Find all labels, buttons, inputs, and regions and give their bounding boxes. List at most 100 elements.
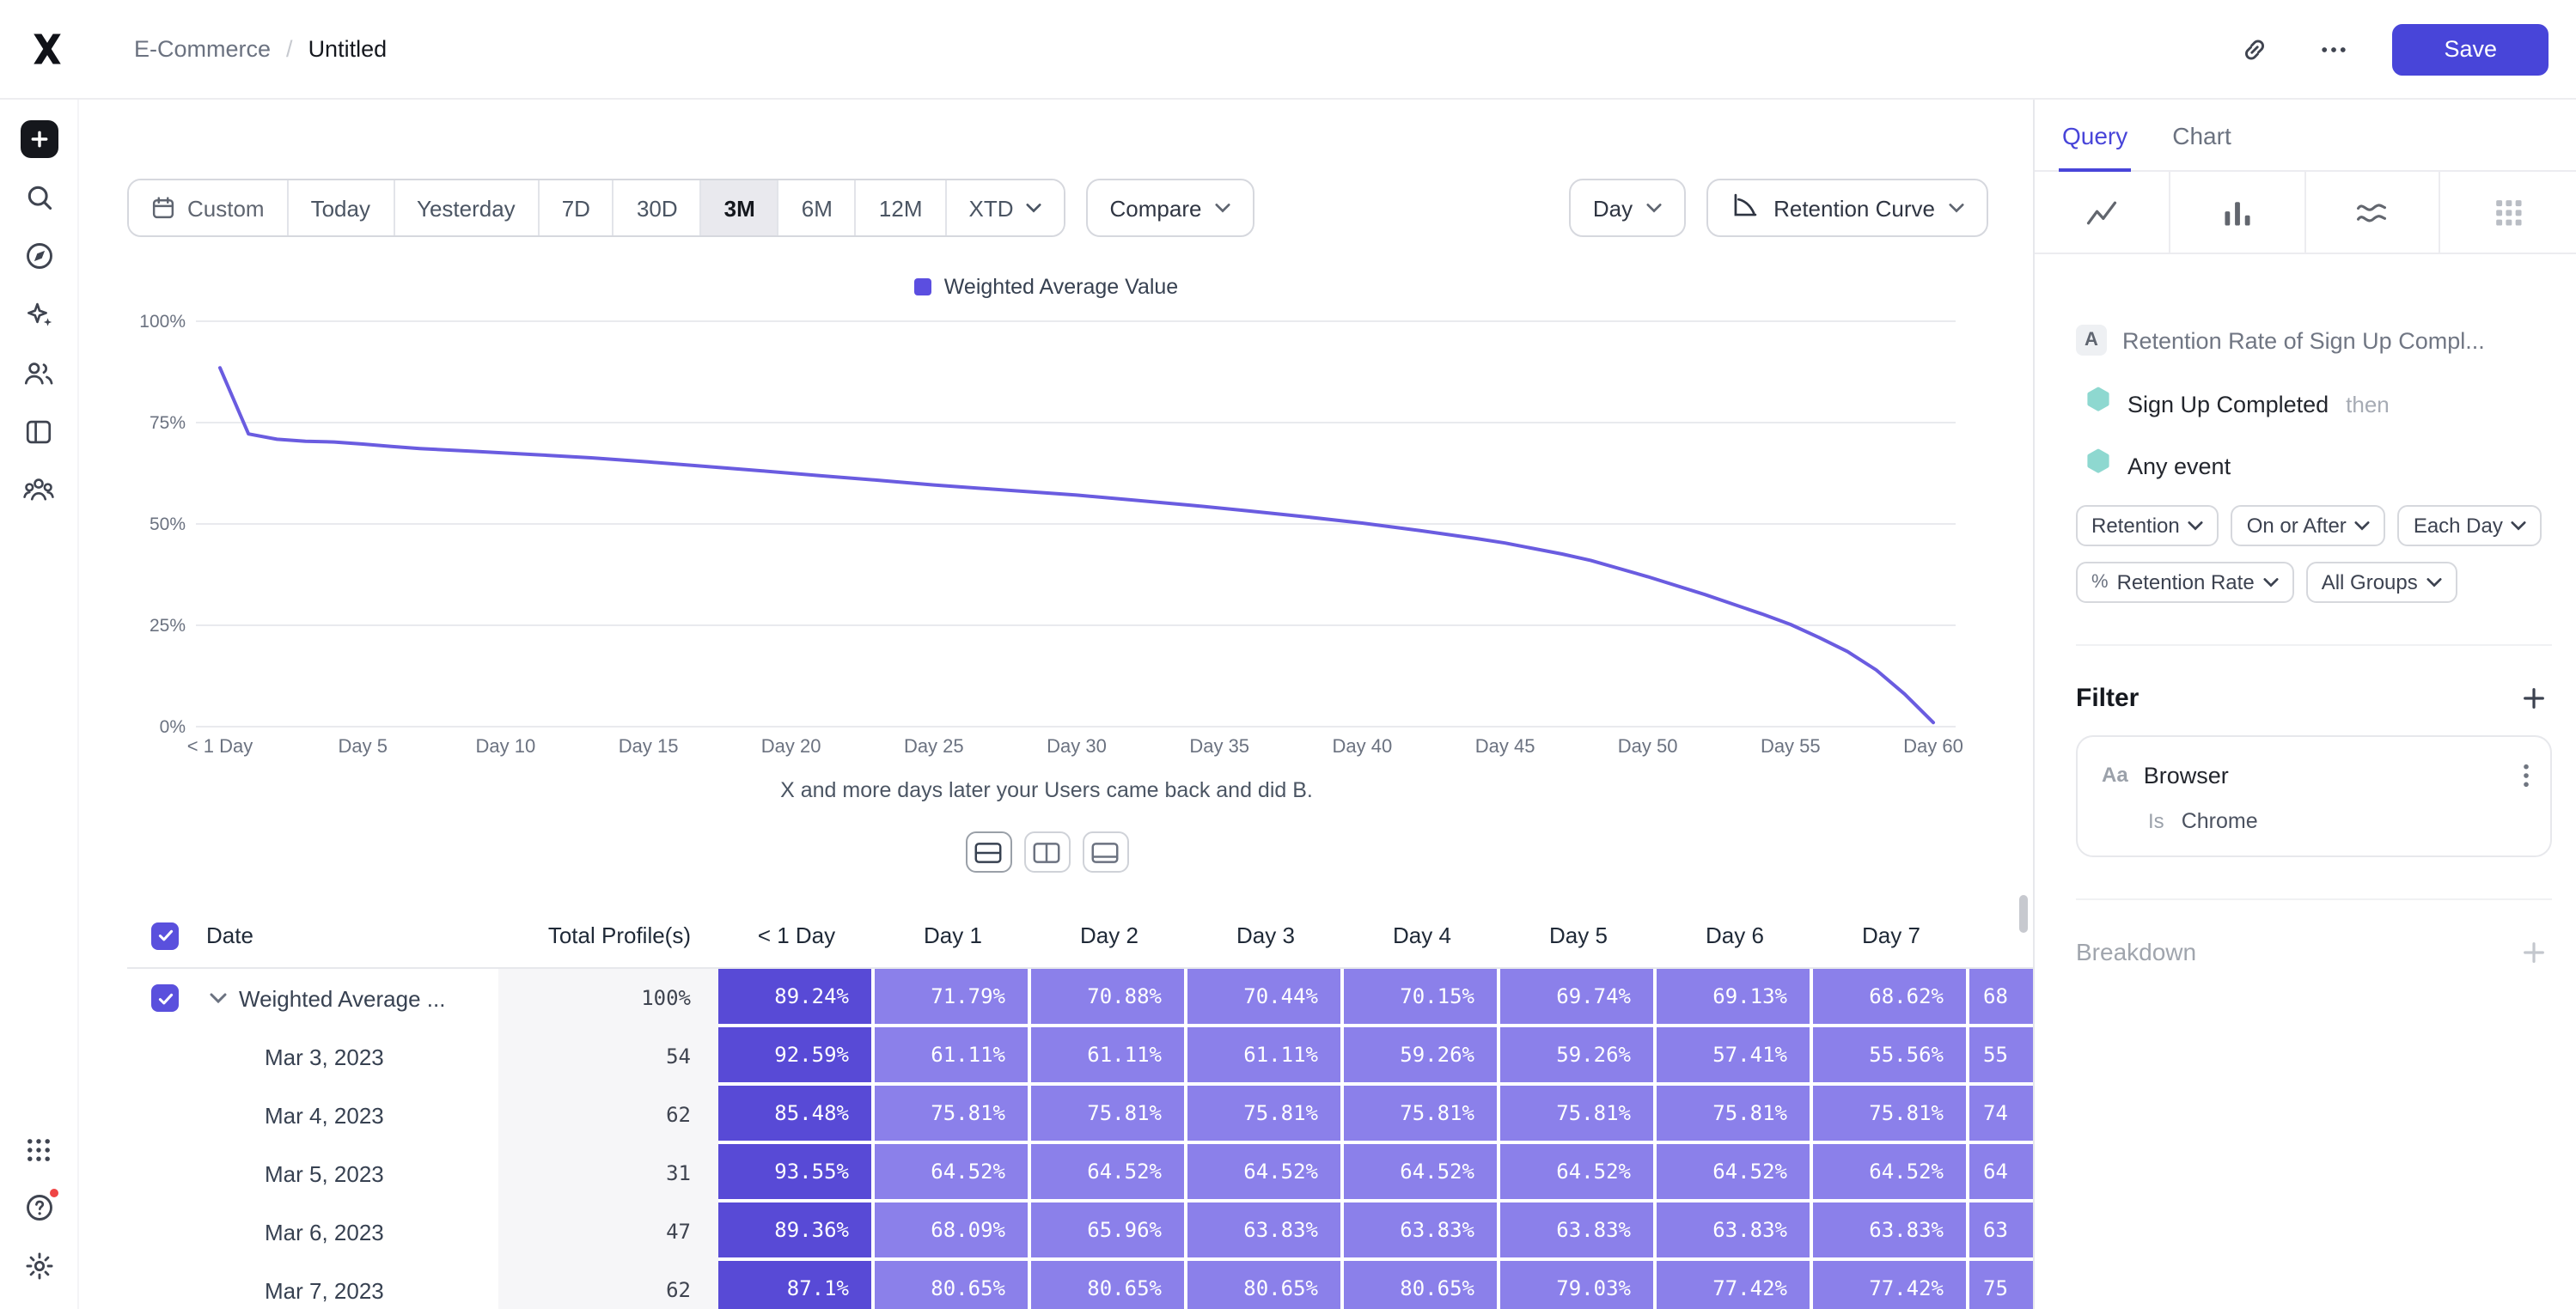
- retention-value-cell[interactable]: 59.26%: [1500, 1027, 1657, 1086]
- dropdown-on-or-after[interactable]: On or After: [2231, 505, 2386, 546]
- help-icon[interactable]: [0, 1182, 78, 1233]
- range-today[interactable]: Today: [286, 180, 393, 235]
- search-icon[interactable]: [0, 172, 78, 223]
- column-header-date[interactable]: Date: [206, 922, 253, 948]
- share-link-icon[interactable]: [2234, 28, 2275, 70]
- retention-value-cell[interactable]: 64.52%: [1187, 1144, 1344, 1202]
- stream-chart-icon[interactable]: [2305, 172, 2441, 253]
- retention-value-cell[interactable]: 75.81%: [1657, 1086, 1813, 1144]
- retention-value-cell[interactable]: 61.11%: [875, 1027, 1031, 1086]
- granularity-dropdown[interactable]: Day: [1568, 179, 1687, 237]
- range-12m[interactable]: 12M: [854, 180, 945, 235]
- create-new-button[interactable]: [0, 113, 78, 165]
- retention-value-cell[interactable]: 63.83%: [1187, 1202, 1344, 1261]
- column-header-day[interactable]: Day 6: [1706, 922, 1764, 948]
- bar-chart-icon[interactable]: [2170, 172, 2305, 253]
- more-options-icon[interactable]: [2313, 28, 2354, 70]
- retention-value-cell[interactable]: 64.52%: [1813, 1144, 1969, 1202]
- tab-query[interactable]: Query: [2058, 100, 2132, 172]
- filter-menu-icon[interactable]: [2523, 762, 2530, 788]
- view-type-dropdown[interactable]: Retention Curve: [1706, 179, 1988, 237]
- retention-value-cell[interactable]: 64.52%: [875, 1144, 1031, 1202]
- retention-value-cell[interactable]: 69.13%: [1657, 969, 1813, 1027]
- column-header-day[interactable]: Day 5: [1549, 922, 1608, 948]
- more-chart-types-icon[interactable]: [2441, 172, 2576, 253]
- cohorts-icon[interactable]: [0, 464, 78, 515]
- breadcrumb-project[interactable]: E-Commerce: [134, 36, 272, 62]
- retention-value-cell[interactable]: 64.52%: [1031, 1144, 1187, 1202]
- column-header-day[interactable]: Day 2: [1080, 922, 1138, 948]
- retention-value-cell[interactable]: 80.65%: [1187, 1261, 1344, 1309]
- retention-value-cell[interactable]: 75: [1969, 1261, 2033, 1309]
- save-button[interactable]: Save: [2392, 23, 2549, 75]
- retention-value-cell[interactable]: 63.83%: [1500, 1202, 1657, 1261]
- split-bottom-toggle-icon[interactable]: [1082, 831, 1128, 873]
- retention-value-cell[interactable]: 74: [1969, 1086, 2033, 1144]
- column-header-day[interactable]: Day 1: [924, 922, 982, 948]
- retention-value-cell[interactable]: 75.81%: [1031, 1086, 1187, 1144]
- retention-value-cell[interactable]: 69.74%: [1500, 969, 1657, 1027]
- dropdown-each-day[interactable]: Each Day: [2397, 505, 2542, 546]
- retention-value-cell[interactable]: 65.96%: [1031, 1202, 1187, 1261]
- retention-value-cell[interactable]: 61.11%: [1187, 1027, 1344, 1086]
- retention-value-cell[interactable]: 92.59%: [718, 1027, 875, 1086]
- range-7d[interactable]: 7D: [537, 180, 613, 235]
- compare-button[interactable]: Compare: [1085, 179, 1255, 237]
- retention-value-cell[interactable]: 79.03%: [1500, 1261, 1657, 1309]
- column-header-day[interactable]: Day 7: [1862, 922, 1920, 948]
- filter-card[interactable]: Aa Browser Is Chrome: [2076, 735, 2552, 857]
- retention-value-cell[interactable]: 57.41%: [1657, 1027, 1813, 1086]
- retention-value-cell[interactable]: 77.42%: [1813, 1261, 1969, 1309]
- split-vertical-toggle-icon[interactable]: [1023, 831, 1070, 873]
- filter-value[interactable]: Chrome: [2181, 809, 2258, 833]
- retention-value-cell[interactable]: 68: [1969, 969, 2033, 1027]
- retention-value-cell[interactable]: 80.65%: [1344, 1261, 1500, 1309]
- range-6m[interactable]: 6M: [777, 180, 855, 235]
- checkbox-checked[interactable]: [151, 922, 179, 949]
- query-title-text[interactable]: Retention Rate of Sign Up Compl...: [2122, 327, 2485, 353]
- tab-chart[interactable]: Chart: [2172, 121, 2231, 149]
- column-header-day[interactable]: < 1 Day: [757, 922, 836, 948]
- dropdown-retention[interactable]: Retention: [2076, 505, 2219, 546]
- breadcrumb-report-name[interactable]: Untitled: [308, 36, 388, 62]
- retention-value-cell[interactable]: 75.81%: [1344, 1086, 1500, 1144]
- add-filter-icon[interactable]: [2514, 679, 2552, 716]
- retention-value-cell[interactable]: 89.24%: [718, 969, 875, 1027]
- retention-value-cell[interactable]: 61.11%: [1031, 1027, 1187, 1086]
- retention-value-cell[interactable]: 75.81%: [875, 1086, 1031, 1144]
- retention-value-cell[interactable]: 63: [1969, 1202, 2033, 1261]
- range-3m[interactable]: 3M: [699, 180, 778, 235]
- column-header-day[interactable]: Day 4: [1393, 922, 1451, 948]
- filter-operator[interactable]: Is: [2148, 809, 2164, 833]
- query-event-row[interactable]: Any event: [2076, 448, 2552, 481]
- checkbox-checked[interactable]: [151, 984, 179, 1012]
- range-yesterday[interactable]: Yesterday: [393, 180, 538, 235]
- dropdown-retention-rate[interactable]: % Retention Rate: [2076, 562, 2294, 603]
- retention-value-cell[interactable]: 70.15%: [1344, 969, 1500, 1027]
- retention-value-cell[interactable]: 70.44%: [1187, 969, 1344, 1027]
- retention-value-cell[interactable]: 75.81%: [1813, 1086, 1969, 1144]
- settings-gear-icon[interactable]: [0, 1240, 78, 1292]
- range-custom[interactable]: Custom: [129, 180, 287, 235]
- column-header-total[interactable]: Total Profile(s): [547, 922, 691, 948]
- retention-value-cell[interactable]: 64: [1969, 1144, 2033, 1202]
- retention-value-cell[interactable]: 63.83%: [1813, 1202, 1969, 1261]
- retention-value-cell[interactable]: 63.83%: [1344, 1202, 1500, 1261]
- retention-value-cell[interactable]: 93.55%: [718, 1144, 875, 1202]
- line-chart-icon[interactable]: [2035, 172, 2170, 253]
- retention-value-cell[interactable]: 55: [1969, 1027, 2033, 1086]
- retention-value-cell[interactable]: 80.65%: [875, 1261, 1031, 1309]
- ai-sparkle-icon[interactable]: [0, 289, 78, 340]
- dropdown-all-groups[interactable]: All Groups: [2305, 562, 2457, 603]
- filter-property-name[interactable]: Browser: [2143, 762, 2229, 788]
- event-name[interactable]: Any event: [2127, 453, 2231, 478]
- retention-value-cell[interactable]: 63.83%: [1657, 1202, 1813, 1261]
- retention-value-cell[interactable]: 77.42%: [1657, 1261, 1813, 1309]
- retention-value-cell[interactable]: 64.52%: [1657, 1144, 1813, 1202]
- range-xtd[interactable]: XTD: [944, 180, 1064, 235]
- column-header-day[interactable]: Day 3: [1236, 922, 1295, 948]
- retention-value-cell[interactable]: 55.56%: [1813, 1027, 1969, 1086]
- event-name[interactable]: Sign Up Completed: [2127, 391, 2329, 417]
- retention-value-cell[interactable]: 59.26%: [1344, 1027, 1500, 1086]
- retention-value-cell[interactable]: 64.52%: [1344, 1144, 1500, 1202]
